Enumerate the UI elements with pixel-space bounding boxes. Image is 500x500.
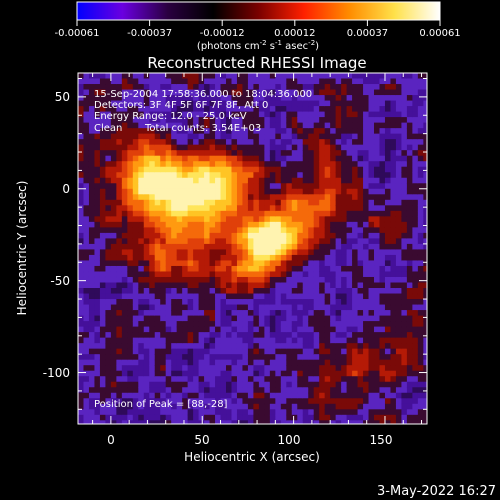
colorbar-tick-label-0: -0.00061 <box>55 28 100 39</box>
colorbar-tick-label-1: -0.00037 <box>127 28 172 39</box>
colorbar: -0.00061 -0.00037 -0.00012 0.00012 0.000… <box>55 1 461 52</box>
y-tick-label-minus100: -100 <box>43 366 70 380</box>
info-detectors: Detectors: 3F 4F 5F 6F 7F 8F, Att 0 <box>94 100 268 111</box>
info-annotations: 15-Sep-2004 17:58:36.000 to 18:04:36.000… <box>94 89 312 410</box>
colorbar-tick-label-5: 0.00061 <box>419 28 460 39</box>
x-tick-label-150: 150 <box>370 433 393 447</box>
plot-title: Reconstructed RHESSI Image <box>147 54 366 72</box>
x-tick-label-50: 50 <box>194 433 209 447</box>
info-total-counts: Total counts: 3.54E+03 <box>144 123 261 134</box>
info-time-range: 15-Sep-2004 17:58:36.000 to 18:04:36.000 <box>94 89 312 100</box>
plot-frame <box>77 72 428 425</box>
colorbar-ticks <box>76 20 441 26</box>
y-tick-label-0: 0 <box>62 182 70 196</box>
y-tick-label-minus50: -50 <box>50 274 70 288</box>
colorbar-strip <box>76 1 441 21</box>
x-tick-label-100: 100 <box>278 433 301 447</box>
timestamp: 3-May-2022 16:27 <box>377 484 496 499</box>
colorbar-unit: (photons cm-2 s-1 asec-2) <box>197 39 319 52</box>
x-tick-label-0: 0 <box>107 433 115 447</box>
axis-ticks <box>78 73 427 424</box>
info-method: Clean <box>94 123 122 134</box>
info-peak-position: Position of Peak = [88,-28] <box>94 399 228 410</box>
image-pixels <box>78 73 427 424</box>
info-energy-range: Energy Range: 12.0 - 25.0 keV <box>94 111 247 122</box>
x-axis-title: Heliocentric X (arcsec) <box>184 450 320 464</box>
y-tick-label-50: 50 <box>55 90 70 104</box>
y-axis-title: Heliocentric Y (arcsec) <box>15 181 29 316</box>
colorbar-tick-label-3: 0.00012 <box>274 28 315 39</box>
reconstructed-image <box>78 73 427 424</box>
colorbar-tick-label-4: 0.00037 <box>347 28 388 39</box>
colorbar-tick-label-2: -0.00012 <box>200 28 245 39</box>
